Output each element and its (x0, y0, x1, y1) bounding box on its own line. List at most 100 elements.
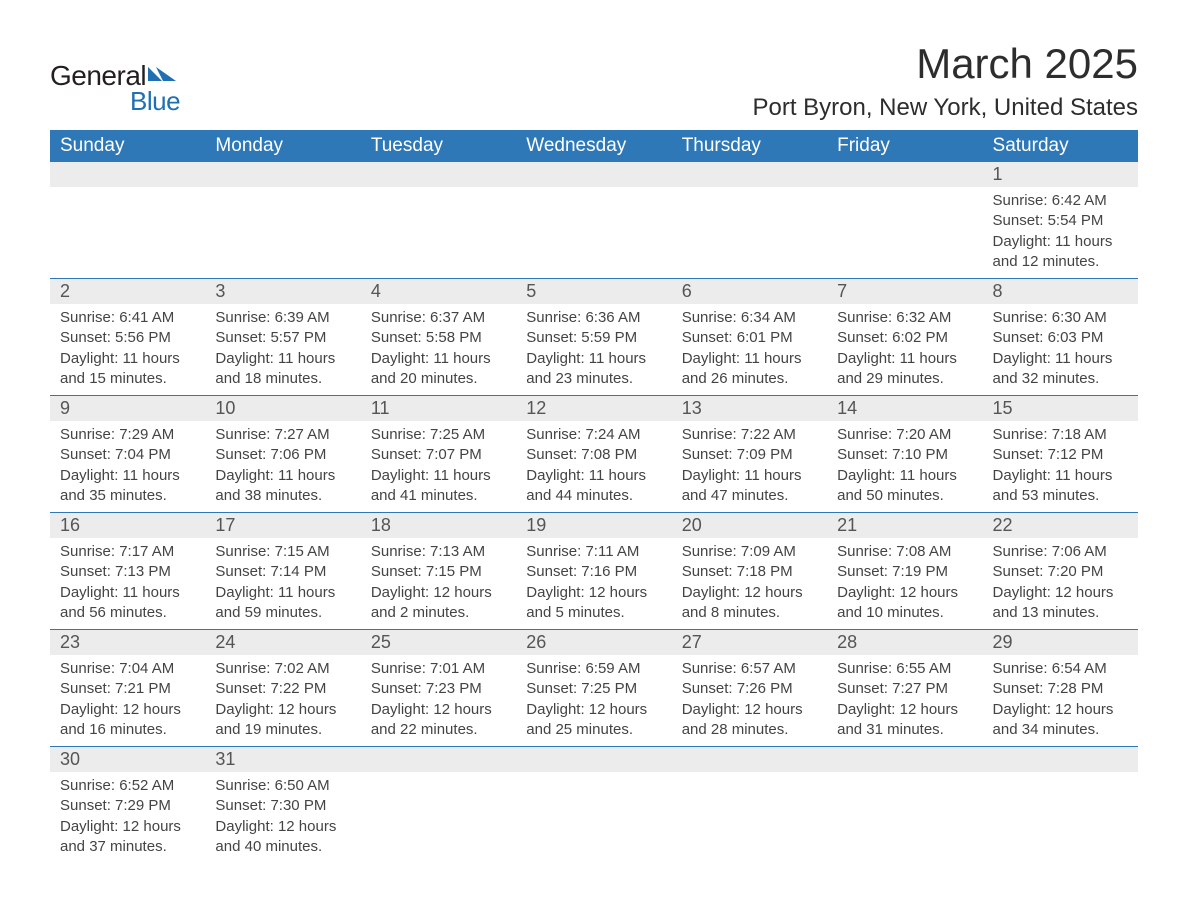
day-number-cell: 25 (361, 630, 516, 656)
day-number-cell: 19 (516, 513, 671, 539)
day-number-cell: 29 (983, 630, 1138, 656)
day-number-cell: 1 (983, 162, 1138, 187)
weekday-header: Sunday (50, 130, 205, 162)
day-detail-cell (516, 772, 671, 863)
day-detail-cell (361, 772, 516, 863)
logo-word-blue: Blue (130, 86, 180, 117)
day-number-cell: 30 (50, 747, 205, 773)
day-number-cell: 12 (516, 396, 671, 422)
weekday-header: Wednesday (516, 130, 671, 162)
weekday-header: Tuesday (361, 130, 516, 162)
day-detail-row: Sunrise: 7:29 AMSunset: 7:04 PMDaylight:… (50, 421, 1138, 513)
day-detail-cell: Sunrise: 6:41 AMSunset: 5:56 PMDaylight:… (50, 304, 205, 396)
day-detail-cell: Sunrise: 7:11 AMSunset: 7:16 PMDaylight:… (516, 538, 671, 630)
title-block: March 2025 Port Byron, New York, United … (752, 40, 1138, 122)
day-detail-cell: Sunrise: 7:06 AMSunset: 7:20 PMDaylight:… (983, 538, 1138, 630)
day-detail-row: Sunrise: 6:52 AMSunset: 7:29 PMDaylight:… (50, 772, 1138, 863)
day-number-cell: 6 (672, 279, 827, 305)
weekday-header: Saturday (983, 130, 1138, 162)
day-detail-cell: Sunrise: 7:18 AMSunset: 7:12 PMDaylight:… (983, 421, 1138, 513)
day-detail-cell: Sunrise: 7:09 AMSunset: 7:18 PMDaylight:… (672, 538, 827, 630)
calendar-table: Sunday Monday Tuesday Wednesday Thursday… (50, 130, 1138, 863)
day-number-cell: 2 (50, 279, 205, 305)
day-detail-cell (516, 187, 671, 279)
page-header: General Blue March 2025 Port Byron, New … (50, 40, 1138, 122)
day-number-row: 9101112131415 (50, 396, 1138, 422)
day-detail-cell (983, 772, 1138, 863)
day-detail-cell (205, 187, 360, 279)
day-detail-cell: Sunrise: 7:13 AMSunset: 7:15 PMDaylight:… (361, 538, 516, 630)
day-number-cell: 22 (983, 513, 1138, 539)
day-detail-cell: Sunrise: 7:02 AMSunset: 7:22 PMDaylight:… (205, 655, 360, 747)
day-detail-cell: Sunrise: 6:54 AMSunset: 7:28 PMDaylight:… (983, 655, 1138, 747)
day-number-cell: 5 (516, 279, 671, 305)
day-number-cell (672, 162, 827, 187)
day-number-cell: 11 (361, 396, 516, 422)
day-number-cell: 24 (205, 630, 360, 656)
day-detail-cell (50, 187, 205, 279)
day-number-cell: 18 (361, 513, 516, 539)
day-detail-cell: Sunrise: 7:15 AMSunset: 7:14 PMDaylight:… (205, 538, 360, 630)
day-number-cell: 16 (50, 513, 205, 539)
day-number-row: 1 (50, 162, 1138, 187)
day-number-cell: 31 (205, 747, 360, 773)
day-number-cell (827, 747, 982, 773)
day-number-cell: 8 (983, 279, 1138, 305)
day-detail-cell (361, 187, 516, 279)
day-number-row: 16171819202122 (50, 513, 1138, 539)
day-detail-cell: Sunrise: 7:08 AMSunset: 7:19 PMDaylight:… (827, 538, 982, 630)
day-detail-cell: Sunrise: 6:39 AMSunset: 5:57 PMDaylight:… (205, 304, 360, 396)
day-detail-cell: Sunrise: 6:55 AMSunset: 7:27 PMDaylight:… (827, 655, 982, 747)
day-number-cell (516, 747, 671, 773)
brand-logo: General Blue (50, 40, 180, 117)
day-number-cell: 17 (205, 513, 360, 539)
day-number-cell (516, 162, 671, 187)
day-detail-row: Sunrise: 6:42 AMSunset: 5:54 PMDaylight:… (50, 187, 1138, 279)
month-title: March 2025 (752, 40, 1138, 88)
day-number-cell: 15 (983, 396, 1138, 422)
day-number-cell: 26 (516, 630, 671, 656)
day-number-cell: 14 (827, 396, 982, 422)
weekday-header: Friday (827, 130, 982, 162)
day-detail-cell: Sunrise: 6:36 AMSunset: 5:59 PMDaylight:… (516, 304, 671, 396)
day-number-cell: 27 (672, 630, 827, 656)
day-number-cell: 9 (50, 396, 205, 422)
day-detail-cell: Sunrise: 6:57 AMSunset: 7:26 PMDaylight:… (672, 655, 827, 747)
day-detail-cell (672, 772, 827, 863)
day-number-cell (983, 747, 1138, 773)
day-number-cell (672, 747, 827, 773)
day-number-cell (205, 162, 360, 187)
day-detail-cell: Sunrise: 7:27 AMSunset: 7:06 PMDaylight:… (205, 421, 360, 513)
weekday-header: Thursday (672, 130, 827, 162)
day-detail-cell: Sunrise: 7:04 AMSunset: 7:21 PMDaylight:… (50, 655, 205, 747)
day-detail-cell: Sunrise: 6:52 AMSunset: 7:29 PMDaylight:… (50, 772, 205, 863)
calendar-body: 1Sunrise: 6:42 AMSunset: 5:54 PMDaylight… (50, 162, 1138, 863)
day-detail-cell: Sunrise: 7:22 AMSunset: 7:09 PMDaylight:… (672, 421, 827, 513)
day-number-row: 23242526272829 (50, 630, 1138, 656)
day-detail-cell: Sunrise: 6:59 AMSunset: 7:25 PMDaylight:… (516, 655, 671, 747)
day-number-row: 3031 (50, 747, 1138, 773)
day-number-cell: 13 (672, 396, 827, 422)
day-number-cell: 10 (205, 396, 360, 422)
day-detail-cell: Sunrise: 7:20 AMSunset: 7:10 PMDaylight:… (827, 421, 982, 513)
day-detail-cell: Sunrise: 7:25 AMSunset: 7:07 PMDaylight:… (361, 421, 516, 513)
location-subtitle: Port Byron, New York, United States (752, 94, 1138, 122)
day-detail-cell: Sunrise: 7:29 AMSunset: 7:04 PMDaylight:… (50, 421, 205, 513)
day-detail-cell (672, 187, 827, 279)
day-detail-cell: Sunrise: 7:24 AMSunset: 7:08 PMDaylight:… (516, 421, 671, 513)
day-number-cell: 7 (827, 279, 982, 305)
day-number-cell: 20 (672, 513, 827, 539)
day-detail-cell (827, 187, 982, 279)
day-number-cell: 28 (827, 630, 982, 656)
day-number-cell (361, 162, 516, 187)
day-number-cell: 3 (205, 279, 360, 305)
day-detail-cell (827, 772, 982, 863)
day-detail-cell: Sunrise: 6:37 AMSunset: 5:58 PMDaylight:… (361, 304, 516, 396)
day-number-cell (50, 162, 205, 187)
day-detail-cell: Sunrise: 6:30 AMSunset: 6:03 PMDaylight:… (983, 304, 1138, 396)
day-detail-row: Sunrise: 6:41 AMSunset: 5:56 PMDaylight:… (50, 304, 1138, 396)
day-detail-cell: Sunrise: 6:34 AMSunset: 6:01 PMDaylight:… (672, 304, 827, 396)
weekday-header-row: Sunday Monday Tuesday Wednesday Thursday… (50, 130, 1138, 162)
day-number-cell (827, 162, 982, 187)
day-detail-row: Sunrise: 7:04 AMSunset: 7:21 PMDaylight:… (50, 655, 1138, 747)
